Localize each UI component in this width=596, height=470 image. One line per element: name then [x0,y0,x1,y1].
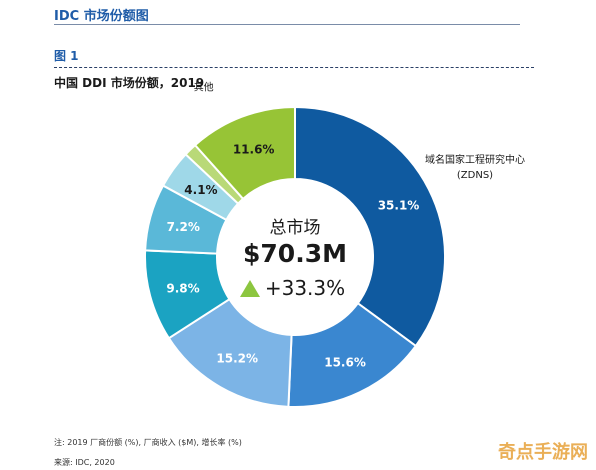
chart-source: 来源: IDC, 2020 [54,458,115,467]
center-total: $70.3M [243,239,347,268]
figure-divider [54,67,534,68]
slice-value-label: 15.2% [216,352,258,366]
chart-title: 中国 DDI 市场份额，2019 [54,76,205,90]
donut-slice [193,105,296,201]
slice-value-label: 4.1% [184,183,217,197]
report-header: IDC 市场份额图 [54,9,149,24]
slice-value-label: 15.6% [324,356,366,370]
header-divider [54,24,520,25]
slice-value-label: 35.1% [378,199,420,213]
center-label: 总市场 [270,218,321,238]
donut-slice [294,105,446,348]
donut-slices [144,105,446,408]
growth-up-triangle-icon [240,280,260,297]
slice-name-label: (ZDNS) [457,170,493,181]
center-growth: +33.3% [265,276,345,300]
figure-label: 图 1 [54,49,79,63]
slice-name-label: 域名国家工程研究中心 [425,153,525,166]
slice-names: 域名国家工程研究中心 (ZDNS) 其他 [194,80,525,181]
slice-value-label: 9.8% [166,281,199,295]
slice-value-label: 11.6% [233,143,275,157]
watermark: 奇点手游网 [498,442,588,463]
chart-note: 注: 2019 厂商份额 (%), 厂商收入 ($M), 增长率 (%) [54,438,242,447]
slice-name-label: 其他 [194,80,214,93]
slice-value-label: 7.2% [167,220,200,234]
slice-labels: 35.1% 15.6% 15.2% 9.8% 7.2% 4.1% 11.6% [166,143,419,370]
